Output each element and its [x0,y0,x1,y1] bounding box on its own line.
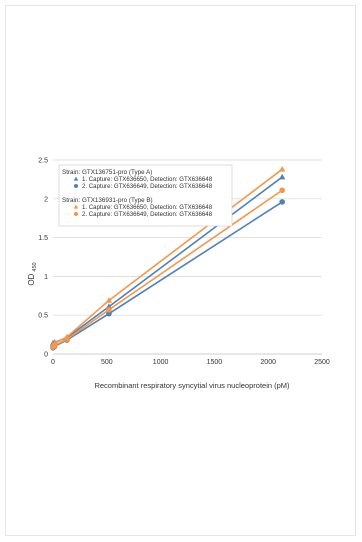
axis-layer: 0 0.5 1 1.5 2 2.5 0 500 1000 1500 2000 2500 [38,158,330,367]
data-point-circle [106,310,112,317]
data-point-circle [73,183,79,189]
y-axis-label-subscript: 450 [32,262,38,271]
x-tick-label: 2000 [260,359,276,366]
data-point-circle [279,199,285,205]
legend-entry: 1. Capture: GTX636650, Detection: GTX636… [73,204,213,211]
series-4 [50,187,285,350]
data-point-triangle [105,297,113,303]
legend-group-a-title: Strain: GTX136751-pro (Type A) [62,169,152,176]
data-point-circle [73,211,79,217]
x-tick-label: 0 [51,359,55,366]
data-point-triangle [73,176,79,181]
data-point-circle [279,187,285,194]
od-chart: 0 0.5 1 1.5 2 2.5 0 500 1000 1500 2000 2500 Strain:… [27,158,330,391]
legend-entry-label: 1. Capture: GTX636650, Detection: GTX636… [82,204,213,211]
x-tick-label: 500 [101,359,113,366]
data-point-triangle [279,173,286,180]
y-tick-label: 1 [44,274,48,281]
x-tick-label: 1500 [207,359,223,366]
legend: Strain: GTX136751-pro (Type A) Strain: G… [58,164,233,227]
data-point-triangle [73,204,79,209]
legend-entry-label: 2. Capture: GTX636649, Detection: GTX636… [82,211,213,218]
data-point-triangle [279,166,286,172]
y-tick-label: 2.5 [38,158,48,165]
y-tick-label: 1.5 [38,235,48,242]
y-axis-label: OD 450 [27,262,38,285]
y-tick-label: 0 [44,352,48,359]
legend-entry-label: 1. Capture: GTX636650, Detection: GTX636… [82,176,213,183]
data-point-circle [51,342,58,349]
y-tick-label: 0.5 [38,313,48,320]
x-tick-label: 1000 [153,359,169,366]
y-axis-label-main: OD [27,273,36,285]
legend-entry-label: 2. Capture: GTX636649, Detection: GTX636… [82,183,213,190]
legend-entry: 2. Capture: GTX636649, Detection: GTX636… [73,211,213,218]
legend-entries: 1. Capture: GTX636650, Detection: GTX636… [73,176,213,218]
series-layer [49,166,286,351]
legend-entry: 1. Capture: GTX636650, Detection: GTX636… [73,176,213,183]
legend-group-b-title: Strain: GTX136931-pro (Type B) [62,197,153,204]
legend-box [58,164,233,227]
data-point-circle [106,306,112,313]
data-point-circle [64,336,70,343]
x-axis-label: Recombinant respiratory syncytial virus … [94,381,290,390]
y-tick-label: 2 [44,196,48,203]
x-tick-label: 2500 [314,359,330,366]
document-page: 0 0.5 1 1.5 2 2.5 0 500 1000 1500 2000 2500 Strain:… [5,5,356,536]
legend-entry: 2. Capture: GTX636649, Detection: GTX636… [73,183,213,190]
